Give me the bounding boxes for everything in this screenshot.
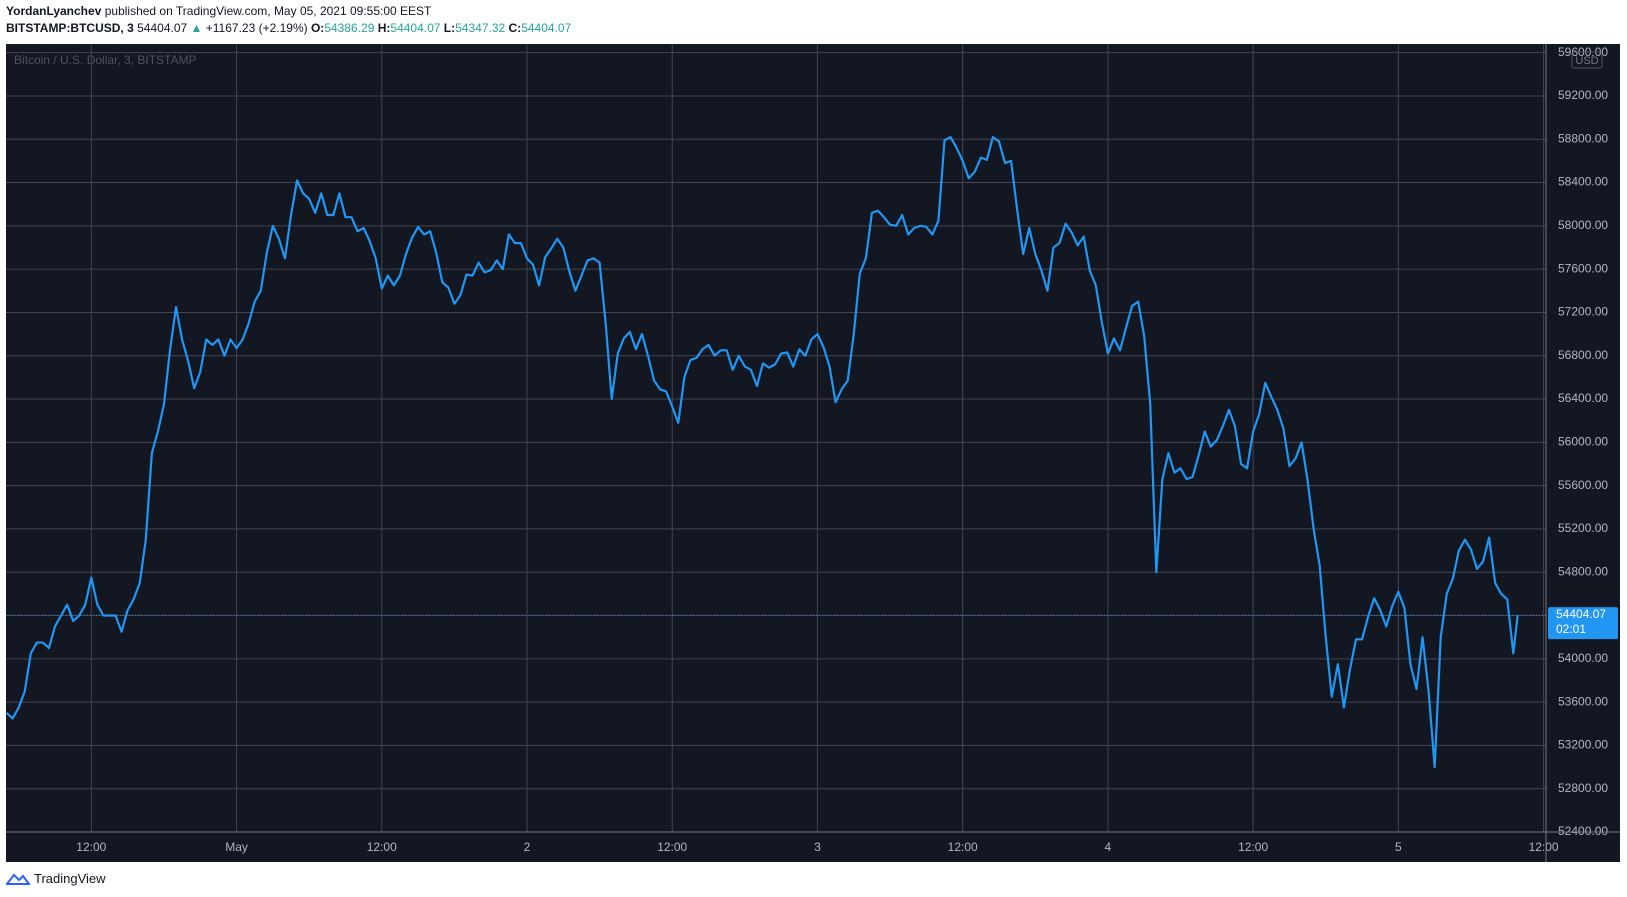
countdown: 02:01: [1556, 622, 1586, 636]
arrow: ▲: [190, 21, 203, 35]
h: 54404.07: [390, 21, 441, 35]
currency: USD: [1575, 55, 1598, 67]
header: YordanLyanchev published on TradingView.…: [6, 4, 431, 18]
watermark: Bitcoin / U.S. Dollar, 3, BITSTAMP: [14, 53, 197, 67]
x-tick-label: 12:00: [367, 840, 397, 854]
y-tick-label: 53200.00: [1558, 738, 1608, 752]
last-price-label: 54404.07: [1556, 607, 1606, 621]
footer: TradingView: [34, 871, 106, 886]
currency-box: [1571, 51, 1603, 69]
logo: [6, 873, 30, 885]
published: published on TradingView.com, May 05, 20…: [104, 4, 432, 18]
y-tick-label: 56400.00: [1558, 391, 1608, 405]
legend: BITSTAMP:BTCUSD, 3 54404.07 ▲ +1167.23 (…: [6, 21, 571, 35]
x-tick-label: 12:00: [657, 840, 687, 854]
y-tick-label: 58400.00: [1558, 175, 1608, 189]
y-tick-label: 53600.00: [1558, 694, 1608, 708]
y-tick-label: 56800.00: [1558, 348, 1608, 362]
l: 54347.32: [455, 21, 506, 35]
c: 54404.07: [521, 21, 572, 35]
y-tick-label: 52400.00: [1558, 824, 1608, 838]
x-tick-label: 4: [1105, 840, 1112, 854]
x-tick-label: 12:00: [1238, 840, 1268, 854]
o: 54386.29: [324, 21, 375, 35]
y-tick-label: 57600.00: [1558, 261, 1608, 275]
y-tick-label: 52800.00: [1558, 781, 1608, 795]
symbol: BITSTAMP:BTCUSD, 3: [6, 21, 134, 35]
author: YordanLyanchev: [6, 4, 102, 18]
h-label: H:: [377, 21, 391, 35]
y-tick-label: 57200.00: [1558, 305, 1608, 319]
price-line: [5, 135, 1519, 769]
x-tick-label: 3: [814, 840, 821, 854]
x-tick-label: 12:00: [1529, 840, 1559, 854]
y-tick-label: 58800.00: [1558, 131, 1608, 145]
y-tick-label: 58000.00: [1558, 218, 1608, 232]
l-label: L:: [443, 21, 456, 35]
x-tick-label: 5: [1395, 840, 1402, 854]
last-price-box: [1548, 607, 1618, 640]
price: 54404.07: [137, 21, 188, 35]
o-label: O:: [310, 21, 325, 35]
y-tick-label: 55600.00: [1558, 478, 1608, 492]
x-tick-label: May: [225, 840, 248, 854]
chart-background: [6, 44, 1620, 862]
y-tick-label: 55200.00: [1558, 521, 1608, 535]
x-tick-label: 12:00: [76, 840, 106, 854]
x-tick-label: 12:00: [948, 840, 978, 854]
c-label: C:: [508, 21, 522, 35]
x-tick-label: 2: [524, 840, 531, 854]
y-tick-label: 54800.00: [1558, 564, 1608, 578]
y-tick-label: 59200.00: [1558, 88, 1608, 102]
y-tick-label: 54000.00: [1558, 651, 1608, 665]
change: +1167.23 (+2.19%): [205, 21, 308, 35]
y-tick-label: 56000.00: [1558, 435, 1608, 449]
